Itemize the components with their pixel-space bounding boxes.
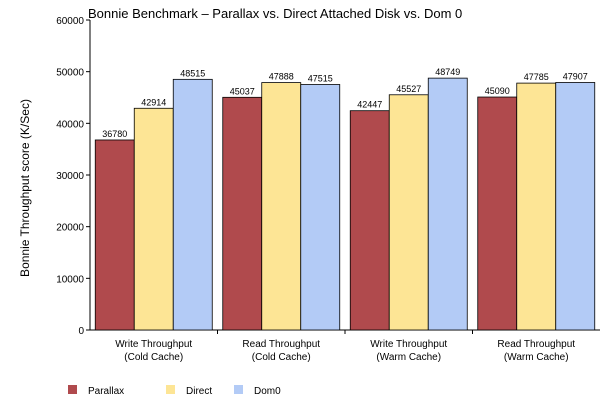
- legend-label-direct: Direct: [186, 386, 212, 397]
- y-tick-label: 40000: [56, 119, 84, 130]
- bar-dom0: [300, 84, 341, 331]
- y-tick-label: 10000: [56, 274, 84, 285]
- bar-direct: [133, 107, 174, 331]
- bar-parallax: [477, 96, 518, 331]
- x-category-label: (Cold Cache): [124, 352, 183, 363]
- bar-direct: [261, 82, 302, 331]
- x-category-label: Write Throughput: [370, 339, 447, 350]
- legend: Parallax Direct Dom0: [68, 385, 281, 397]
- data-label: 47888: [269, 72, 294, 82]
- x-category-label: (Cold Cache): [252, 352, 311, 363]
- bar-parallax: [94, 139, 135, 331]
- bar-dom0: [555, 82, 596, 331]
- data-label: 47515: [308, 74, 333, 84]
- bar-dom0: [172, 78, 213, 331]
- x-category-label: Write Throughput: [115, 339, 192, 350]
- data-label: 45090: [485, 86, 510, 96]
- bar-parallax: [222, 96, 263, 331]
- data-label: 47785: [524, 72, 549, 82]
- legend-swatch-direct: [166, 385, 175, 394]
- chart-title: Bonnie Benchmark – Parallax vs. Direct A…: [88, 6, 462, 21]
- data-label: 48515: [180, 68, 205, 78]
- data-label: 42447: [357, 100, 382, 110]
- data-label: 45527: [396, 84, 421, 94]
- x-category-label: (Warm Cache): [504, 352, 569, 363]
- y-tick-label: 60000: [56, 16, 84, 27]
- bar-parallax: [349, 110, 390, 331]
- data-label: 45037: [230, 86, 255, 96]
- x-category-label: Read Throughput: [497, 339, 575, 350]
- y-tick-label: 50000: [56, 68, 84, 79]
- x-category-label: Read Throughput: [242, 339, 320, 350]
- data-label: 42914: [141, 97, 166, 107]
- data-label: 47907: [563, 71, 588, 81]
- y-axis-label: Bonnie Throughput score (K/Sec): [18, 99, 32, 277]
- legend-swatch-dom0: [234, 385, 243, 394]
- plot-area: 0 10000 20000 30000 40000 50000 60000 36780 4291…: [56, 16, 600, 363]
- y-tick-label: 0: [78, 326, 84, 337]
- data-label: 48749: [435, 67, 460, 77]
- bar-dom0: [427, 77, 468, 331]
- y-tick-label: 30000: [56, 171, 84, 182]
- y-tick-label: 20000: [56, 223, 84, 234]
- data-label: 36780: [102, 129, 127, 139]
- legend-label-dom0: Dom0: [254, 386, 281, 397]
- legend-label-parallax: Parallax: [88, 386, 124, 397]
- legend-swatch-parallax: [68, 385, 77, 394]
- bar-direct: [388, 94, 429, 331]
- bar-direct: [516, 82, 557, 331]
- x-category-label: (Warm Cache): [376, 352, 441, 363]
